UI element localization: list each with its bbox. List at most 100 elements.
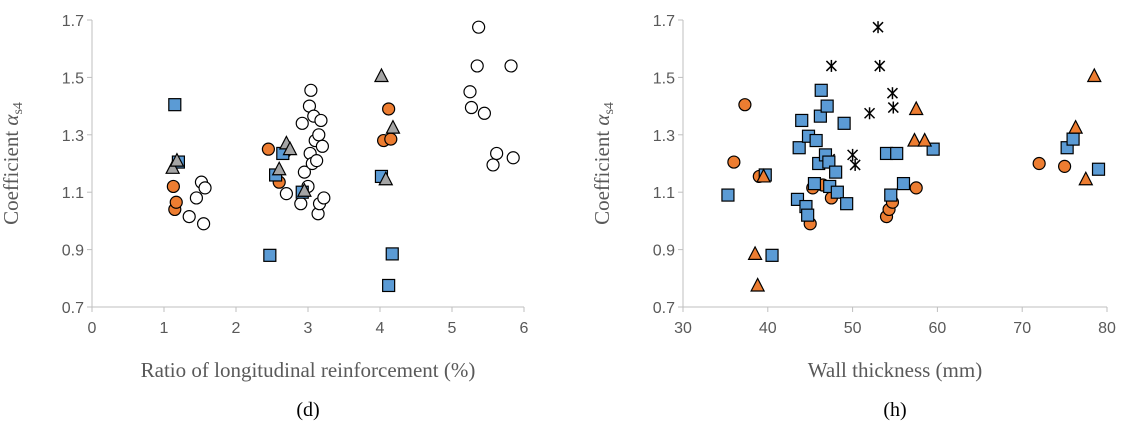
data-point-open-circle (472, 20, 486, 34)
y-tick-label: 1.5 (653, 70, 675, 87)
data-point-open-circle (477, 106, 491, 120)
x-tick-label: 6 (520, 320, 529, 337)
data-point-triangle-gray (165, 159, 181, 174)
y-tick-label: 1.7 (62, 13, 84, 30)
data-point-asterisk (849, 158, 861, 171)
x-tick-label: 2 (232, 320, 241, 337)
y-axis-label-text: Coefficient (0, 126, 23, 225)
x-tick-label: 0 (88, 320, 97, 337)
y-tick-label: 1.7 (653, 13, 675, 30)
data-point-triangle-gray (385, 119, 401, 134)
data-point-open-circle (295, 116, 309, 130)
data-point-open-circle (314, 113, 328, 128)
data-point-asterisk (847, 148, 859, 161)
data-point-triangle-gray (373, 67, 389, 83)
data-point-blue-square (792, 141, 806, 155)
data-point-blue-square (1091, 162, 1106, 176)
chart-panel-d: 0 1 2 3 4 5 6 0.7 0.9 1.1 1.3 1.5 1.7 Ratio of longit… (0, 13, 529, 421)
y-tick-label: 0.7 (653, 300, 675, 317)
data-point-orange-circle (384, 132, 398, 146)
data-point-orange-circle (261, 142, 275, 156)
data-point-blue-square (830, 185, 844, 199)
data-point-open-circle (470, 59, 484, 73)
data-point-blue-square (840, 197, 854, 211)
data-point-open-circle (312, 128, 326, 142)
data-point-orange-circle (1032, 156, 1046, 171)
data-point-blue-square (765, 248, 779, 262)
panel-label: (h) (883, 399, 906, 421)
data-point-blue-square (822, 155, 836, 169)
data-point-open-circle (317, 191, 331, 205)
data-point-open-circle (486, 158, 500, 172)
x-tick-label: 70 (1013, 320, 1031, 337)
data-point-blue-square (884, 188, 898, 202)
data-point-open-circle (463, 85, 477, 99)
y-tick-label: 0.9 (62, 243, 84, 260)
x-tick-label: 4 (376, 320, 385, 337)
chart-panel-h: 30 40 50 60 70 80 0.7 0.9 1.1 1.3 1.5 1.7 Wall thick… (590, 13, 1116, 421)
data-point-open-circle (198, 181, 212, 195)
data-point-orange-circle (382, 102, 396, 116)
data-point-blue-square (820, 99, 834, 113)
x-axis-label: Wall thickness (mm) (808, 358, 982, 382)
data-point-orange-circle (727, 155, 741, 169)
y-tick-label: 1.3 (653, 128, 675, 145)
data-point-triangle-orange (908, 100, 924, 116)
data-point-open-circle (197, 217, 211, 231)
y-tick-label: 0.7 (62, 300, 84, 317)
data-point-orange-circle (909, 181, 923, 195)
data-point-asterisk (825, 59, 837, 72)
data-point-blue-square (721, 188, 735, 202)
data-point-blue-square (385, 247, 399, 261)
data-point-orange-circle (166, 179, 180, 194)
data-point-blue-square (801, 208, 815, 222)
x-tick-label: 30 (674, 320, 692, 337)
y-axis-label-symbol: α (590, 114, 614, 126)
data-point-open-circle (304, 83, 318, 97)
data-point-blue-square (814, 83, 828, 97)
data-point-open-circle (182, 209, 196, 224)
y-tick-label: 1.5 (62, 70, 84, 87)
data-point-orange-circle (169, 195, 183, 209)
data-point-open-circle (189, 191, 203, 205)
x-tick-label: 3 (304, 320, 313, 337)
data-point-orange-circle (738, 98, 752, 112)
data-point-open-circle (315, 139, 329, 153)
y-axis-label: Coefficient αs4 (590, 102, 617, 225)
x-tick-label: 5 (448, 320, 457, 337)
data-point-triangle-orange (917, 132, 933, 147)
data-point-triangle-orange (747, 245, 763, 261)
data-point-asterisk (874, 59, 886, 72)
data-point-blue-square (837, 116, 851, 130)
data-point-asterisk (872, 21, 884, 34)
data-point-open-circle (297, 165, 311, 179)
y-axis-label: Coefficient αs4 (0, 102, 26, 225)
data-point-blue-square (890, 146, 904, 161)
data-point-blue-square (807, 176, 822, 191)
data-point-triangle-gray (169, 152, 185, 167)
data-point-blue-square (382, 278, 396, 293)
data-point-open-circle (294, 197, 308, 211)
data-point-triangle-gray (282, 140, 298, 156)
data-point-asterisk (887, 101, 899, 114)
x-tick-label: 1 (160, 320, 169, 337)
x-tick-label: 60 (929, 320, 947, 337)
data-point-open-circle (504, 59, 518, 73)
y-axis-label-subscript: s4 (11, 102, 26, 114)
y-tick-label: 0.9 (653, 243, 675, 260)
data-point-triangle-gray (296, 182, 312, 197)
data-point-triangle-gray (378, 170, 394, 186)
data-point-blue-square (263, 248, 277, 262)
data-point-blue-square (829, 165, 843, 179)
data-point-blue-square (168, 98, 182, 112)
y-tick-label: 1.3 (62, 128, 84, 145)
panel-label: (d) (296, 399, 319, 421)
y-axis-label-subscript: s4 (602, 102, 617, 114)
x-tick-label: 80 (1098, 320, 1116, 337)
data-point-blue-square (795, 113, 809, 128)
y-tick-label: 1.1 (62, 185, 84, 202)
x-tick-label: 40 (759, 320, 777, 337)
data-point-blue-square (1066, 132, 1080, 146)
data-point-triangle-orange (1086, 67, 1102, 83)
data-point-asterisk (864, 107, 876, 120)
